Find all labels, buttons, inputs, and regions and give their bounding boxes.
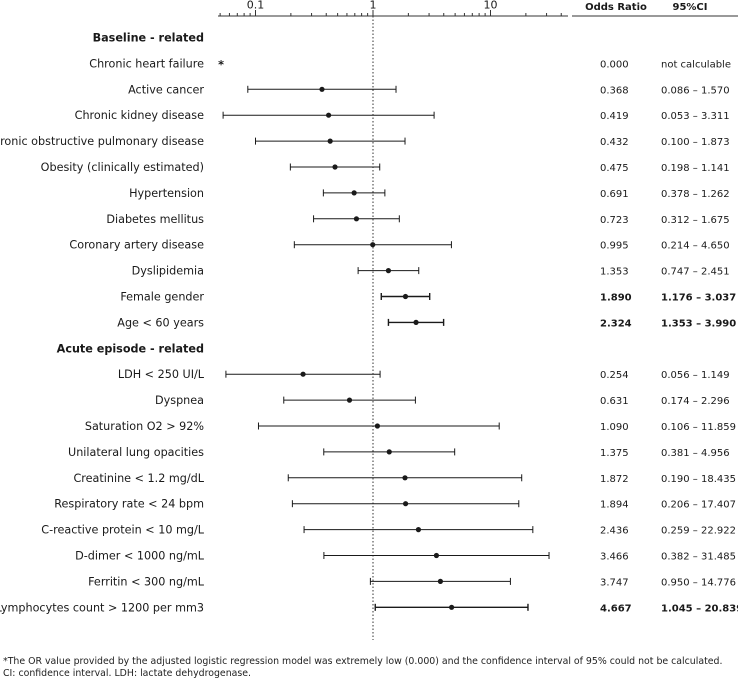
row-label: C-reactive protein < 10 mg/L <box>41 524 204 537</box>
row-label: Female gender <box>120 291 204 304</box>
odds-ratio-value: 2.436 <box>600 526 629 537</box>
odds-ratio-header: Odds Ratio <box>585 2 647 13</box>
ci-value: 0.053 – 3.311 <box>661 111 730 122</box>
ci-value: 0.106 – 11.859 <box>661 422 736 433</box>
row-label: Chronic obstructive pulmonary disease <box>0 135 204 148</box>
not-calculable-marker: * <box>218 58 224 71</box>
x-tick-label: 1 <box>370 0 377 12</box>
or-point <box>332 164 338 170</box>
odds-ratio-value: 0.995 <box>600 241 629 252</box>
odds-ratio-value: 1.375 <box>600 448 629 459</box>
odds-ratio-value: 1.872 <box>600 474 629 485</box>
odds-ratio-value: 0.368 <box>600 85 629 96</box>
ci-value: 1.176 – 3.037 <box>661 293 736 304</box>
odds-ratio-value: 0.691 <box>600 189 629 200</box>
row-label: LDH < 250 UI/L <box>118 368 205 381</box>
row-label: Lymphocytes count > 1200 per mm3 <box>0 601 204 614</box>
section-title: Acute episode - related <box>57 342 204 355</box>
odds-ratio-value: 0.723 <box>600 215 629 226</box>
odds-ratio-value: 2.324 <box>600 318 632 329</box>
row-label: Active cancer <box>128 83 204 96</box>
row-label: Coronary artery disease <box>69 239 204 252</box>
section-title: Baseline - related <box>93 32 204 45</box>
row-label: Age < 60 years <box>117 316 204 329</box>
row-label: Chronic heart failure <box>89 57 204 70</box>
row-label: Chronic kidney disease <box>75 109 204 122</box>
odds-ratio-value: 4.667 <box>600 603 632 614</box>
ci-value: 0.747 – 2.451 <box>661 267 730 278</box>
or-point <box>319 86 325 92</box>
ci-header: 95%CI <box>673 2 708 13</box>
or-point <box>449 604 455 610</box>
row-label: Creatinine < 1.2 mg/dL <box>73 472 204 485</box>
ci-value: 0.312 – 1.675 <box>661 215 730 226</box>
footnote: *The OR value provided by the adjusted l… <box>3 656 723 679</box>
x-tick-label: 0.1 <box>247 0 265 12</box>
ci-value: 0.206 – 17.407 <box>661 500 736 511</box>
odds-ratio-value: 0.432 <box>600 137 629 148</box>
row-label: Hypertension <box>129 187 204 200</box>
or-point <box>386 449 392 455</box>
odds-ratio-value: 0.631 <box>600 396 629 407</box>
or-point <box>327 138 333 144</box>
or-point <box>370 242 376 248</box>
or-point <box>402 293 409 300</box>
odds-ratio-value: 1.090 <box>600 422 629 433</box>
row-label: Dyslipidemia <box>132 265 204 278</box>
or-point <box>415 527 422 533</box>
or-point <box>385 268 392 274</box>
odds-ratio-value: 1.890 <box>600 293 632 304</box>
or-point <box>353 216 360 222</box>
odds-ratio-value: 3.466 <box>600 552 629 563</box>
odds-ratio-value: 0.419 <box>600 111 629 122</box>
ci-value: 0.190 – 18.435 <box>661 474 736 485</box>
ci-value: 0.214 – 4.650 <box>661 241 730 252</box>
or-point <box>413 319 419 325</box>
odds-ratio-value: 1.894 <box>600 500 629 511</box>
ci-value: 1.353 – 3.990 <box>661 318 736 329</box>
odds-ratio-value: 0.475 <box>600 163 629 174</box>
or-point <box>346 397 353 403</box>
ci-value: 0.086 – 1.570 <box>661 85 730 96</box>
or-point <box>374 423 380 429</box>
odds-ratio-value: 0.000 <box>600 59 629 70</box>
or-point <box>402 475 408 481</box>
or-point <box>437 578 444 585</box>
ci-value: 0.950 – 14.776 <box>661 577 736 588</box>
ci-value: 0.382 – 31.485 <box>661 552 736 563</box>
row-label: Respiratory rate < 24 bpm <box>54 498 204 511</box>
odds-ratio-value: 0.254 <box>600 370 629 381</box>
row-label: Diabetes mellitus <box>106 213 204 226</box>
ci-value: 1.045 – 20.839 <box>661 603 738 614</box>
or-point <box>300 371 306 377</box>
or-point <box>433 552 440 559</box>
x-tick-label: 10 <box>484 0 498 12</box>
row-label: Unilateral lung opacities <box>68 446 204 459</box>
ci-value: 0.056 – 1.149 <box>661 370 730 381</box>
row-label: Obesity (clinically estimated) <box>41 161 204 174</box>
or-point <box>326 112 332 118</box>
row-label: Ferritin < 300 ng/mL <box>88 575 205 588</box>
odds-ratio-value: 1.353 <box>600 267 629 278</box>
ci-value: 0.259 – 22.922 <box>661 526 736 537</box>
ci-value: not calculable <box>661 59 731 70</box>
row-label: Saturation O2 > 92% <box>85 420 205 433</box>
ci-value: 0.381 – 4.956 <box>661 448 730 459</box>
ci-value: 0.174 – 2.296 <box>661 396 730 407</box>
row-label: D-dimer < 1000 ng/mL <box>75 550 205 563</box>
ci-value: 0.100 – 1.873 <box>661 137 730 148</box>
ci-value: 0.198 – 1.141 <box>661 163 730 174</box>
ci-value: 0.378 – 1.262 <box>661 189 730 200</box>
row-label: Dyspnea <box>155 394 204 407</box>
odds-ratio-value: 3.747 <box>600 577 629 588</box>
or-point <box>402 501 409 507</box>
or-point <box>351 190 357 196</box>
